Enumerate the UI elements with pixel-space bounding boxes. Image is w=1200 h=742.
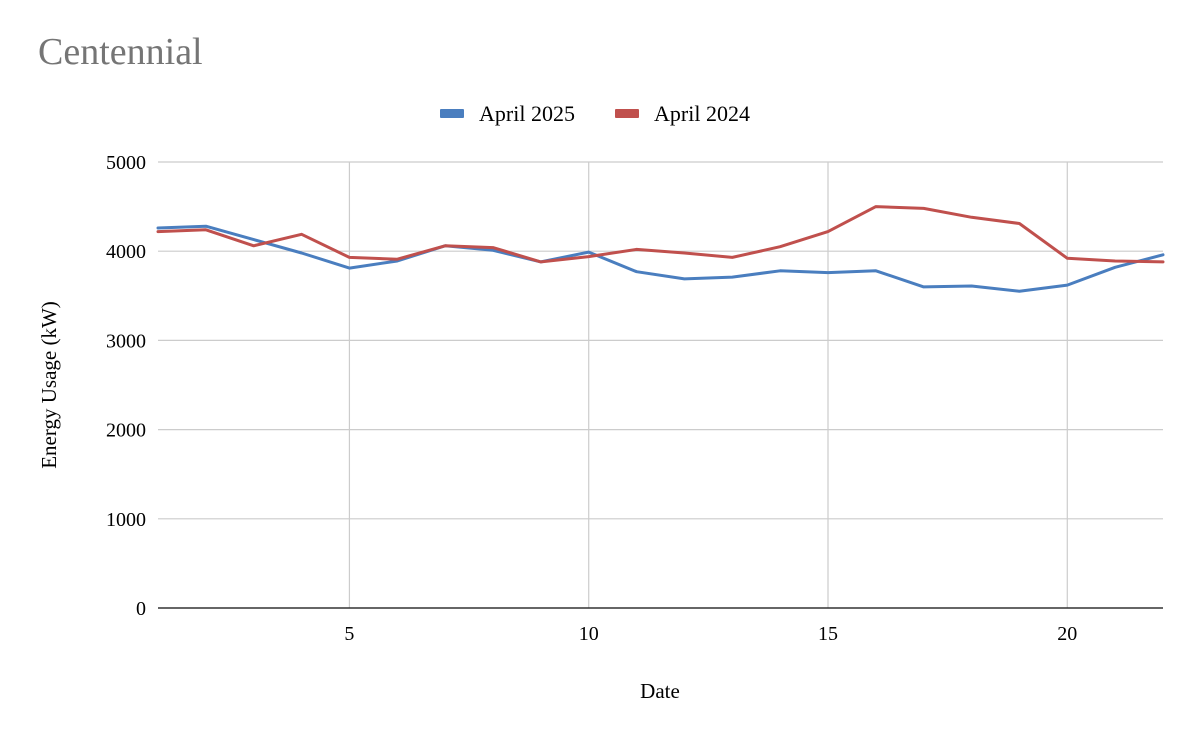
- y-tick-label: 5000: [106, 152, 146, 174]
- x-axis-title: Date: [640, 679, 680, 703]
- y-axis-title: Energy Usage (kW): [37, 301, 61, 469]
- axes: 0 1000 2000 3000 4000 5000 5 10 15 20: [106, 152, 1163, 645]
- grid-lines: [158, 161, 1163, 608]
- y-tick-label: 4000: [106, 241, 146, 263]
- x-tick-label: 15: [818, 623, 838, 645]
- legend-swatch: [440, 109, 464, 118]
- x-tick-label: 5: [344, 623, 354, 645]
- chart-title: Centennial: [38, 31, 203, 73]
- x-tick-label: 10: [579, 623, 599, 645]
- legend-label: April 2025: [479, 101, 575, 126]
- y-tick-label: 3000: [106, 330, 146, 352]
- x-tick-label: 20: [1057, 623, 1077, 645]
- y-tick-label: 2000: [106, 420, 146, 442]
- y-tick-label: 1000: [106, 509, 146, 531]
- y-tick-label: 0: [136, 598, 146, 620]
- series-line-2: [156, 205, 1165, 264]
- legend-label: April 2024: [654, 101, 750, 126]
- legend: April 2025 April 2024: [440, 101, 750, 126]
- series-lines: [156, 205, 1165, 293]
- series-line-1: [156, 224, 1165, 293]
- legend-swatch: [615, 109, 639, 118]
